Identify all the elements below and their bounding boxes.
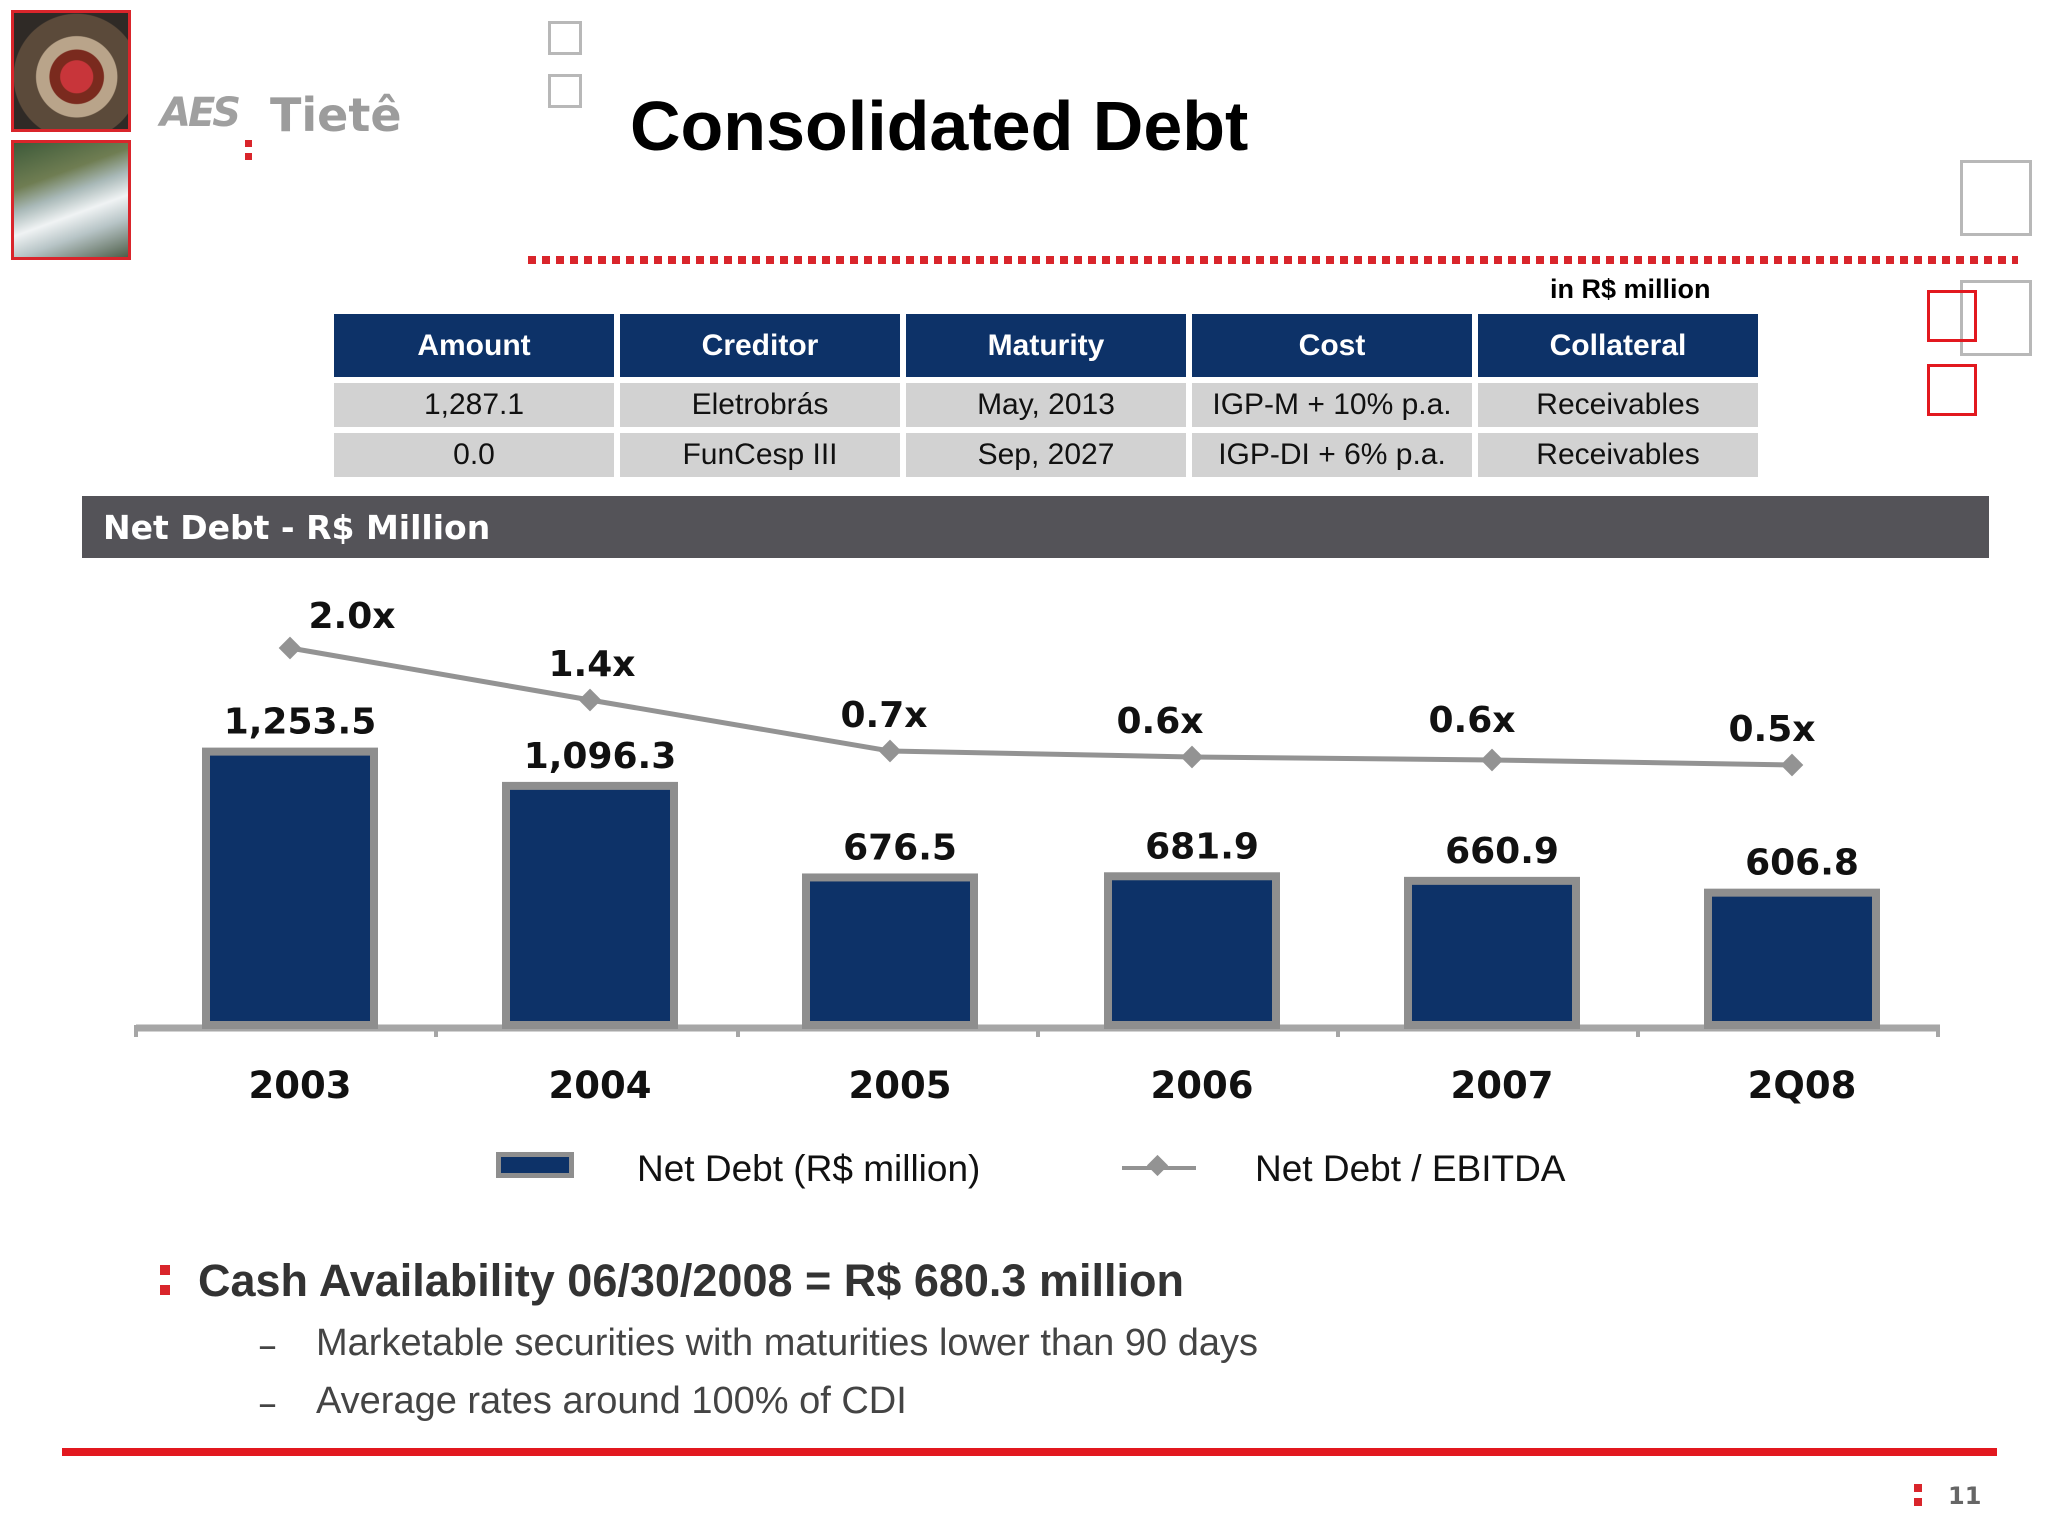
logo-brand: AES	[160, 90, 241, 136]
bar-data-label: 1,253.5	[224, 702, 377, 743]
bar	[1404, 876, 1580, 1029]
table-header-row: Amount Creditor Maturity Cost Collateral	[334, 314, 1758, 377]
debt-table: Amount Creditor Maturity Cost Collateral…	[328, 308, 1764, 483]
bar	[802, 873, 978, 1029]
cell-amount: 0.0	[334, 433, 614, 477]
page-title: Consolidated Debt	[630, 87, 1249, 165]
cell-maturity: Sep, 2027	[906, 433, 1186, 477]
legend-diamond-icon	[1146, 1154, 1169, 1177]
column-header-cost: Cost	[1192, 314, 1472, 377]
bar-data-label: 1,096.3	[524, 736, 677, 777]
cell-cost: IGP-M + 10% p.a.	[1192, 383, 1472, 427]
ratio-data-label: 2.0x	[309, 596, 396, 637]
decor-square-icon	[548, 21, 582, 55]
legend-bar-swatch	[496, 1152, 574, 1178]
legend-label-ratio: Net Debt / EBITDA	[1255, 1148, 1566, 1189]
turbine-photo	[11, 10, 131, 132]
decor-red-square-icon	[1927, 290, 1977, 342]
x-tick-label: 2003	[249, 1064, 352, 1107]
decor-square-icon	[548, 74, 582, 108]
bar-data-label: 606.8	[1745, 843, 1859, 884]
column-header-maturity: Maturity	[906, 314, 1186, 377]
decor-square-icon	[1960, 280, 2032, 356]
bar-data-label: 676.5	[843, 827, 957, 868]
ratio-point	[1180, 745, 1204, 769]
column-header-collateral: Collateral	[1478, 314, 1758, 377]
ratio-data-label: 0.6x	[1117, 701, 1204, 742]
bar	[202, 747, 378, 1029]
dotted-divider	[528, 256, 2018, 264]
note-item: Marketable securities with maturities lo…	[316, 1322, 1258, 1364]
ratio-point	[1480, 748, 1504, 772]
ratio-data-label: 0.5x	[1729, 709, 1816, 750]
section-band	[82, 496, 1989, 558]
note-item: Average rates around 100% of CDI	[316, 1380, 907, 1422]
ratio-point	[878, 739, 902, 763]
decor-red-square-icon	[1927, 364, 1977, 416]
cash-availability-headline: Cash Availability 06/30/2008 = R$ 680.3 …	[198, 1255, 1184, 1306]
section-title: Net Debt - R$ Million	[103, 508, 491, 547]
decor-square-icon	[1960, 160, 2032, 236]
dash-bullet: –	[258, 1381, 277, 1425]
cell-creditor: FunCesp III	[620, 433, 900, 477]
ratio-point	[1780, 753, 1804, 777]
cell-cost: IGP-DI + 6% p.a.	[1192, 433, 1472, 477]
logo-name: Tietê	[270, 88, 402, 142]
x-tick-label: 2004	[549, 1064, 652, 1107]
page-bullet-icon	[1914, 1484, 1922, 1512]
cell-maturity: May, 2013	[906, 383, 1186, 427]
x-tick-label: 2007	[1451, 1064, 1554, 1107]
cell-creditor: Eletrobrás	[620, 383, 900, 427]
ratio-line	[289, 645, 1793, 768]
bar	[1104, 872, 1280, 1030]
table-row: 0.0 FunCesp III Sep, 2027 IGP-DI + 6% p.…	[334, 433, 1758, 477]
ratio-point	[278, 636, 302, 660]
bullet-icon	[160, 1265, 170, 1295]
unit-note: in R$ million	[1550, 274, 1711, 304]
page-number: 11	[1948, 1482, 1982, 1510]
legend-label-net-debt: Net Debt (R$ million)	[637, 1148, 981, 1189]
x-tick-label: 2006	[1151, 1064, 1254, 1107]
ratio-data-label: 0.6x	[1429, 700, 1516, 741]
ratio-data-label: 0.7x	[841, 695, 928, 736]
column-header-creditor: Creditor	[620, 314, 900, 377]
logo-dots-icon	[245, 140, 253, 164]
net-debt-chart: 1,253.5 2003 1,096.3 2004 676.5 2005 681.9 2006…	[134, 596, 1940, 1107]
bar	[1704, 888, 1880, 1029]
cell-collateral: Receivables	[1478, 383, 1758, 427]
dam-photo	[11, 140, 131, 260]
bar-data-label: 660.9	[1445, 831, 1559, 872]
bar-data-label: 681.9	[1145, 826, 1259, 867]
table-row: 1,287.1 Eletrobrás May, 2013 IGP-M + 10%…	[334, 383, 1758, 427]
column-header-amount: Amount	[334, 314, 614, 377]
cell-collateral: Receivables	[1478, 433, 1758, 477]
dash-bullet: –	[258, 1323, 277, 1367]
x-tick-label: 2Q08	[1748, 1064, 1857, 1107]
x-tick-label: 2005	[849, 1064, 952, 1107]
ratio-point	[578, 688, 602, 712]
bar	[502, 781, 678, 1029]
footer-rule	[62, 1448, 1997, 1456]
ratio-data-label: 1.4x	[549, 644, 636, 685]
cell-amount: 1,287.1	[334, 383, 614, 427]
